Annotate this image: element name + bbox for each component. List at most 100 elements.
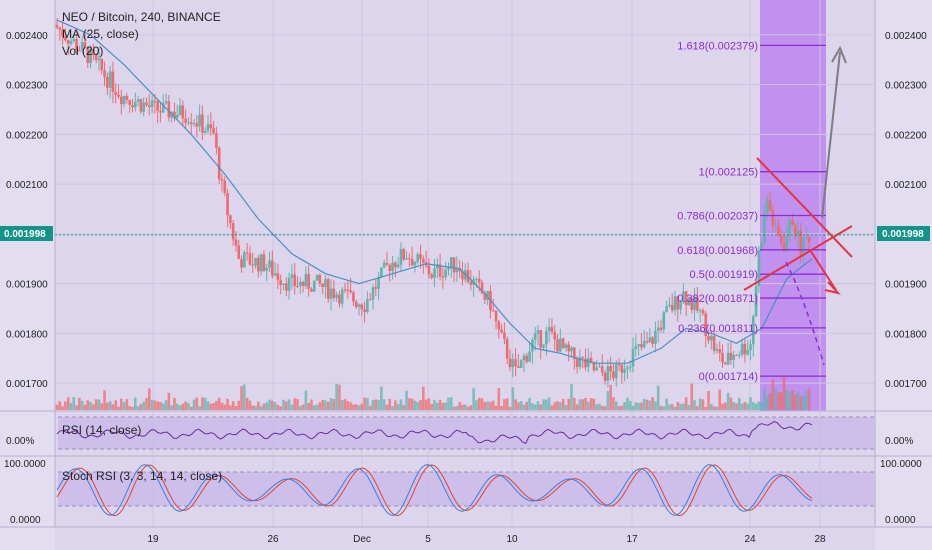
volume-bar bbox=[586, 401, 590, 410]
vol-legend: Vol (20) bbox=[62, 44, 103, 58]
x-axis-label: 17 bbox=[626, 534, 638, 545]
candle-body bbox=[321, 283, 324, 288]
volume-bar bbox=[259, 406, 263, 410]
volume-bar bbox=[553, 402, 557, 410]
volume-bar bbox=[64, 401, 67, 410]
stoch-axis-top-left: 100.0000 bbox=[4, 459, 46, 470]
volume-bar bbox=[217, 397, 221, 410]
price-label-left: 0.001900 bbox=[6, 280, 48, 291]
down-arrow-head bbox=[824, 281, 841, 295]
volume-bar bbox=[108, 401, 112, 410]
candle-body bbox=[187, 122, 190, 124]
candle-body bbox=[310, 288, 313, 292]
candle-body bbox=[665, 306, 668, 313]
candle-body bbox=[550, 327, 554, 332]
candle-body bbox=[682, 291, 685, 303]
volume-bar bbox=[338, 384, 341, 410]
volume-bar bbox=[413, 400, 417, 410]
volume-bar bbox=[229, 405, 232, 410]
volume-bar bbox=[480, 398, 484, 410]
candle-body bbox=[536, 330, 540, 334]
volume-bar bbox=[536, 401, 540, 410]
candle-body bbox=[645, 341, 649, 343]
volume-bar bbox=[575, 404, 579, 410]
candle-body bbox=[94, 54, 98, 60]
candle-body bbox=[394, 262, 397, 268]
volume-bar bbox=[760, 402, 763, 410]
volume-bar bbox=[399, 399, 403, 410]
volume-bar bbox=[83, 404, 87, 410]
candle-body bbox=[704, 313, 708, 337]
current-price-left: 0.001998 bbox=[4, 229, 46, 240]
fib-level-label: 0.382(0.001871) bbox=[677, 293, 758, 305]
volume-bar bbox=[712, 406, 716, 410]
stoch-axis-bottom-left: 0.0000 bbox=[10, 515, 41, 526]
volume-bar bbox=[290, 404, 294, 410]
candle-body bbox=[78, 50, 81, 52]
volume-bar bbox=[212, 403, 215, 410]
volume-bar bbox=[721, 403, 724, 410]
volume-bar bbox=[511, 387, 515, 410]
ma-legend: MA (25, close) bbox=[62, 27, 139, 41]
volume-bar bbox=[301, 404, 305, 410]
volume-bar bbox=[103, 390, 106, 410]
volume-bar bbox=[497, 388, 501, 410]
candle-body bbox=[533, 333, 537, 340]
volume-bar bbox=[578, 399, 582, 410]
candle-body bbox=[133, 101, 137, 108]
candle-body bbox=[724, 362, 727, 365]
candle-body bbox=[254, 257, 257, 266]
volume-bar bbox=[637, 402, 640, 410]
fib-level-label: 0(0.001714) bbox=[699, 371, 758, 383]
volume-bar bbox=[438, 399, 442, 410]
volume-bar bbox=[145, 398, 148, 410]
volume-bar bbox=[567, 398, 571, 410]
volume-bar bbox=[665, 398, 668, 410]
candle-body bbox=[522, 355, 526, 361]
candle-body bbox=[329, 288, 333, 299]
candle-body bbox=[402, 249, 406, 260]
volume-bar bbox=[284, 401, 288, 410]
volume-bar bbox=[441, 402, 445, 410]
volume-bar bbox=[220, 402, 224, 410]
candle-body bbox=[405, 258, 408, 260]
candle-body bbox=[505, 339, 509, 359]
volume-bar bbox=[304, 390, 308, 410]
volume-bar bbox=[461, 404, 464, 410]
volume-bar bbox=[245, 397, 249, 410]
volume-bar bbox=[606, 390, 610, 410]
candle-body bbox=[363, 309, 366, 312]
candle-body bbox=[528, 351, 531, 362]
fib-level-label: 0.786(0.002037) bbox=[677, 210, 758, 222]
candle-body bbox=[279, 280, 283, 285]
candle-body bbox=[69, 40, 73, 44]
volume-bar bbox=[125, 399, 129, 410]
candle-body bbox=[458, 267, 461, 272]
x-axis-label: 24 bbox=[744, 534, 756, 545]
candle-body bbox=[377, 277, 380, 289]
volume-bar bbox=[463, 404, 467, 410]
volume-bar bbox=[435, 402, 439, 410]
rsi-axis-right: 0.00% bbox=[885, 436, 913, 447]
candle-body bbox=[220, 179, 224, 181]
volume-bar bbox=[469, 405, 473, 410]
fib-levels: 1.618(0.002379) 1(0.002125) 0.786(0.002037… bbox=[677, 40, 826, 383]
current-price-right: 0.001998 bbox=[882, 229, 924, 240]
candle-body bbox=[349, 290, 352, 293]
current-price-tag-left bbox=[0, 226, 53, 241]
volume-bar bbox=[640, 402, 643, 410]
candle-body bbox=[203, 130, 207, 133]
volume-bar bbox=[307, 403, 310, 410]
volume-bar bbox=[92, 404, 95, 410]
candle-body bbox=[178, 105, 182, 115]
volume-bar bbox=[349, 402, 352, 410]
candle-body bbox=[324, 279, 327, 288]
volume-bar bbox=[701, 399, 705, 410]
volume-bar bbox=[265, 402, 269, 410]
candle-body bbox=[128, 99, 132, 106]
candle-body bbox=[346, 289, 350, 291]
volume-bar bbox=[581, 399, 585, 410]
candle-body bbox=[282, 283, 285, 285]
volume-bar bbox=[799, 396, 803, 410]
